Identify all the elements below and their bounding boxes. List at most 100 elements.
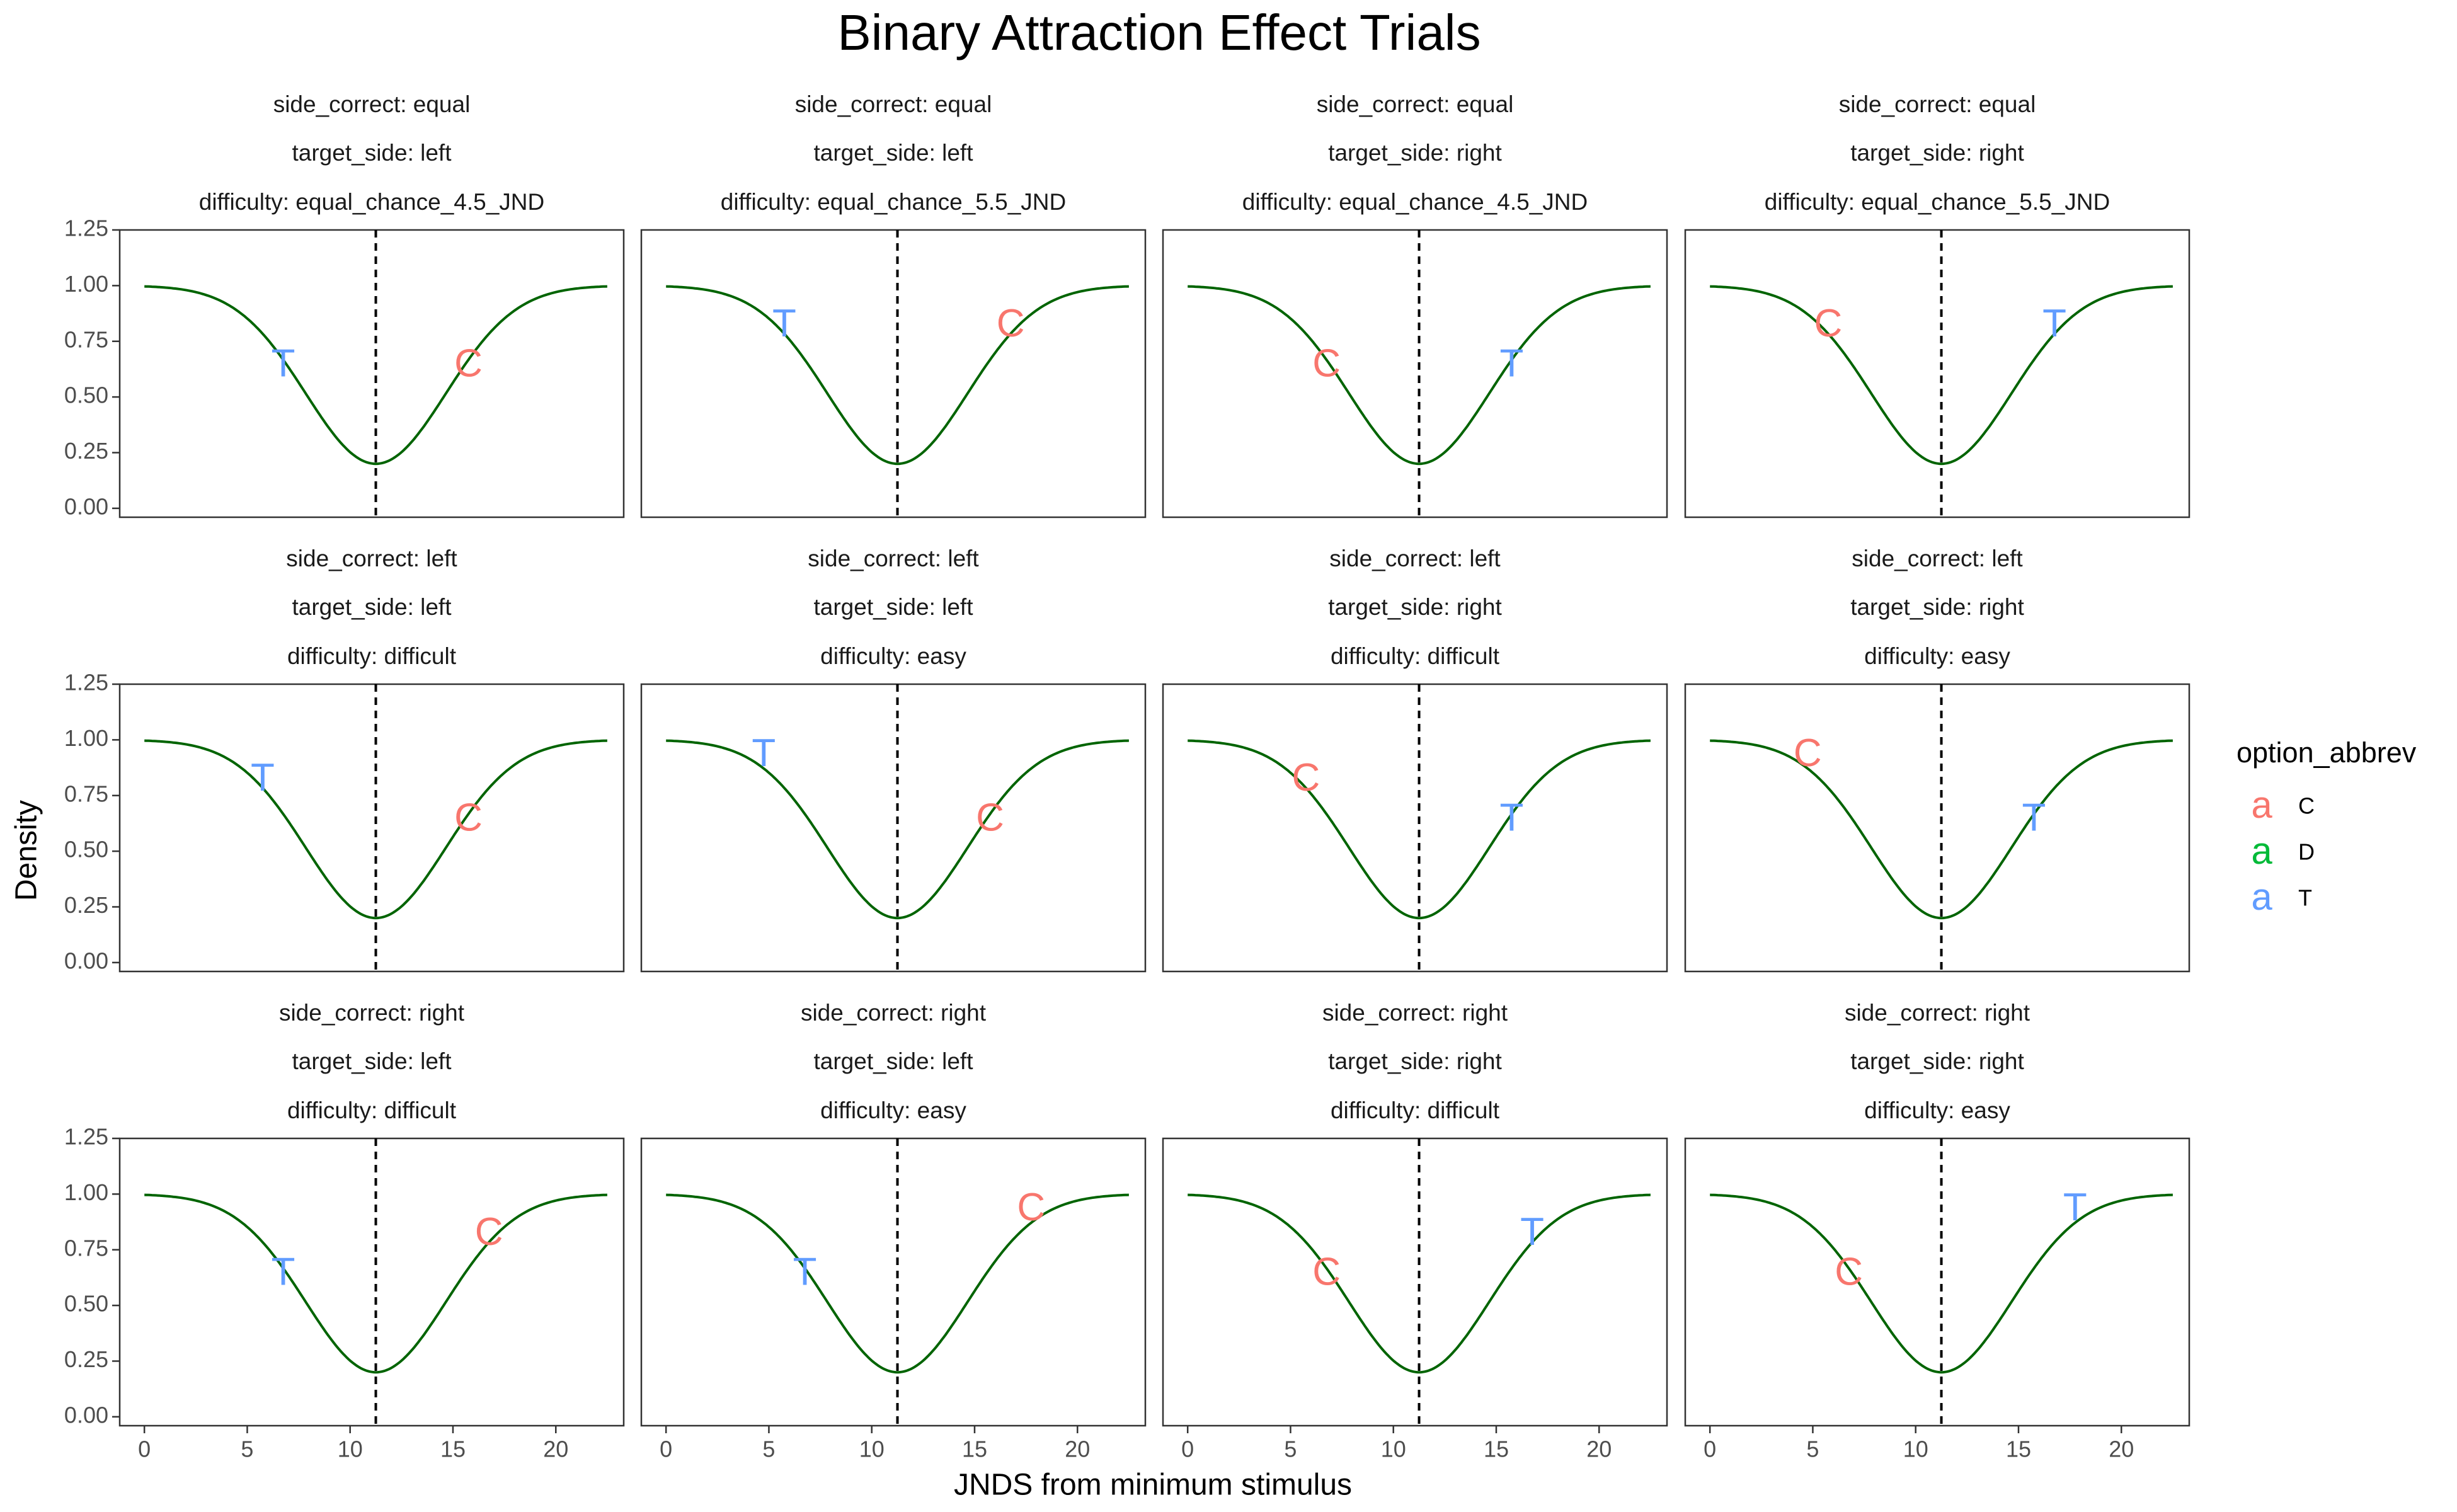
x-tick-label: 5 <box>241 1436 253 1462</box>
x-tick-label: 10 <box>859 1436 885 1462</box>
legend-title: option_abbrev <box>2236 736 2417 769</box>
panel-border <box>118 683 625 973</box>
y-tick-label: 1.25 <box>64 670 108 696</box>
panel-border <box>118 1137 625 1427</box>
option-marker: T <box>272 342 295 386</box>
strip-label: side_correct: left <box>808 546 979 571</box>
strip-label: difficulty: easy <box>820 1097 966 1123</box>
option-marker: T <box>2042 302 2066 345</box>
panel-border <box>118 229 625 518</box>
strip-label: difficulty: difficult <box>1331 643 1500 669</box>
strip-label: side_correct: equal <box>1317 91 1514 117</box>
legend: option_abbrev a Ca Da T <box>2236 736 2417 918</box>
strip-label: side_correct: equal <box>795 91 992 117</box>
strip-label: difficulty: equal_chance_5.5_JND <box>1765 189 2110 215</box>
x-tick-label: 10 <box>338 1436 363 1462</box>
density-curve <box>666 285 1129 466</box>
x-axis-title: JNDS from minimum stimulus <box>954 1469 1352 1502</box>
panel-border <box>640 1137 1147 1427</box>
strip-label: difficulty: equal_chance_5.5_JND <box>721 189 1067 215</box>
density-curve <box>1188 1193 1651 1374</box>
facet-panel: side_correct: right target_side: left diff… <box>640 1000 1147 1462</box>
legend-key-glyph: a <box>2251 784 2272 826</box>
option-marker: C <box>454 796 483 840</box>
strip-label: side_correct: right <box>279 1000 465 1026</box>
option-marker: T <box>1520 1210 1544 1254</box>
strip-label: difficulty: easy <box>1864 643 2010 669</box>
strip-label: difficulty: easy <box>1864 1097 2010 1123</box>
density-curve <box>1188 285 1651 466</box>
strip-label: side_correct: right <box>1322 1000 1508 1026</box>
density-curve <box>666 1193 1129 1374</box>
y-tick-label: 0.00 <box>64 493 108 519</box>
panel-border <box>1162 683 1668 973</box>
strip-label: target_side: left <box>292 1048 452 1074</box>
y-axis-title: Density <box>10 800 43 901</box>
y-tick-label: 0.50 <box>64 382 108 408</box>
x-tick-label: 15 <box>962 1436 987 1462</box>
panel-border <box>1684 229 2191 518</box>
option-marker: T <box>2022 796 2046 840</box>
strip-label: target_side: left <box>814 1048 974 1074</box>
facet-panel: side_correct: left target_side: right diff… <box>1162 546 1668 973</box>
strip-label: target_side: left <box>814 140 974 166</box>
facet-panel: side_correct: right target_side: left diff… <box>64 1000 625 1462</box>
y-tick-label: 0.25 <box>64 1346 108 1372</box>
option-marker: C <box>1312 342 1341 386</box>
strip-label: side_correct: left <box>1852 546 2023 571</box>
facet-panel: side_correct: equal target_side: left diff… <box>64 91 625 519</box>
panel-border <box>640 683 1147 973</box>
chart-title: Binary Attraction Effect Trials <box>837 4 1480 60</box>
facet-panel: side_correct: equal target_side: left diff… <box>640 91 1147 518</box>
panel-border <box>1684 1137 2191 1427</box>
strip-label: target_side: left <box>292 140 452 166</box>
facet-panel: side_correct: left target_side: left diffi… <box>64 546 625 973</box>
option-marker: C <box>1312 1251 1341 1294</box>
facet-panel: side_correct: left target_side: left diffi… <box>640 546 1147 973</box>
facet-panel: side_correct: right target_side: right dif… <box>1162 1000 1668 1462</box>
y-tick-label: 1.00 <box>64 271 108 297</box>
option-marker: C <box>1835 1251 1863 1294</box>
y-tick-label: 1.25 <box>64 215 108 241</box>
strip-label: side_correct: right <box>1845 1000 2030 1026</box>
option-marker: T <box>793 1251 817 1294</box>
option-marker: T <box>272 1251 295 1294</box>
y-tick-label: 0.50 <box>64 837 108 862</box>
x-tick-label: 5 <box>1284 1436 1297 1462</box>
density-curve <box>1710 739 2173 920</box>
y-tick-label: 1.00 <box>64 725 108 751</box>
strip-label: side_correct: left <box>286 546 457 571</box>
option-marker: C <box>1017 1186 1045 1229</box>
panel-border <box>1162 229 1668 518</box>
strip-label: difficulty: difficult <box>287 643 457 669</box>
legend-key-glyph: a <box>2251 830 2272 872</box>
option-marker: T <box>251 756 275 799</box>
option-marker: C <box>976 796 1004 840</box>
density-curve <box>1710 1193 2173 1374</box>
option-marker: T <box>1500 796 1524 840</box>
strip-label: side_correct: left <box>1329 546 1501 571</box>
option-marker: T <box>2063 1186 2087 1229</box>
x-tick-label: 15 <box>440 1436 466 1462</box>
density-curve <box>144 739 607 920</box>
strip-label: side_correct: right <box>801 1000 987 1026</box>
option-marker: C <box>1292 756 1320 799</box>
option-marker: C <box>454 342 483 386</box>
strip-label: difficulty: easy <box>820 643 966 669</box>
strip-label: side_correct: equal <box>273 91 471 117</box>
x-tick-label: 15 <box>1484 1436 1509 1462</box>
legend-key-glyph: a <box>2251 876 2272 918</box>
y-tick-label: 0.50 <box>64 1291 108 1317</box>
option-marker: C <box>475 1210 503 1254</box>
strip-label: side_correct: equal <box>1839 91 2036 117</box>
facet-panel: side_correct: equal target_side: right dif… <box>1684 91 2191 518</box>
y-tick-label: 0.00 <box>64 1402 108 1428</box>
panel-border <box>1684 683 2191 973</box>
strip-label: target_side: left <box>814 594 974 620</box>
x-tick-label: 20 <box>1065 1436 1090 1462</box>
x-tick-label: 0 <box>1181 1436 1194 1462</box>
